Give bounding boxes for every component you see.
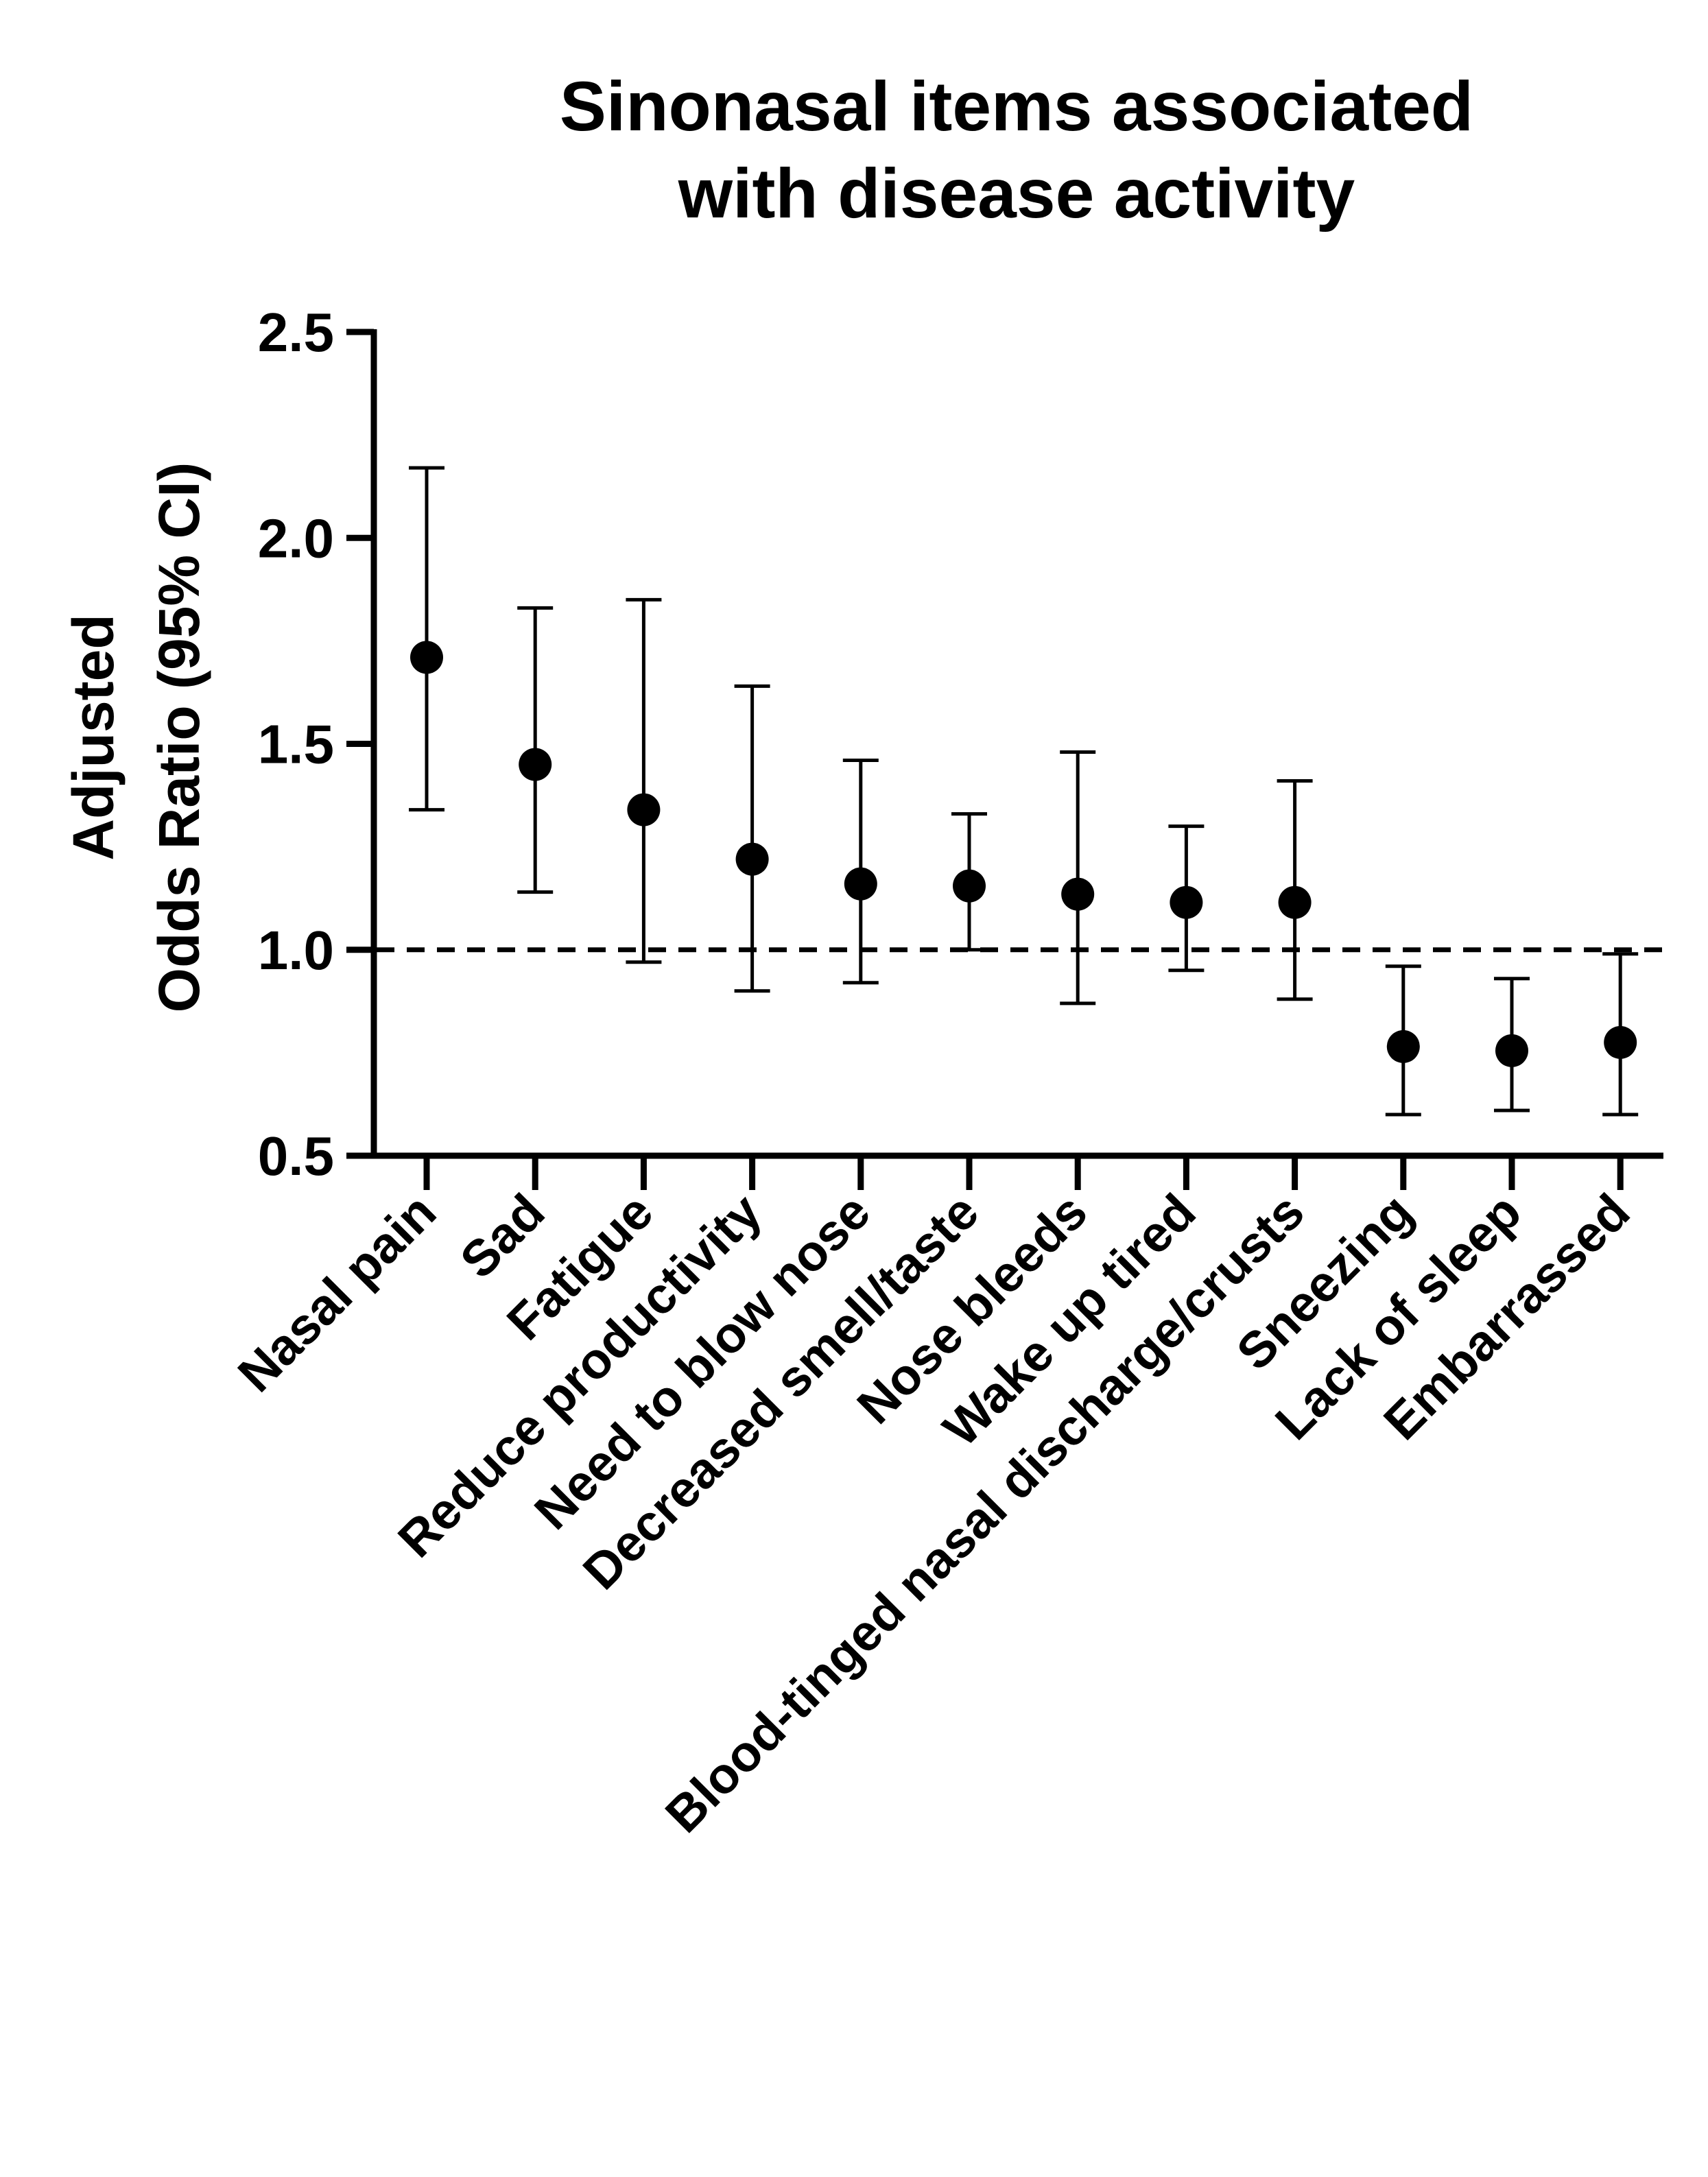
point-estimate bbox=[1604, 1025, 1637, 1059]
point-estimate bbox=[519, 748, 552, 781]
point-estimate bbox=[1278, 885, 1312, 919]
y-tick-label: 1.5 bbox=[258, 714, 334, 775]
y-axis-label: Adjusted Odds Ratio (95% CI) bbox=[61, 462, 211, 1013]
x-category-label: Nasal pain bbox=[227, 1183, 447, 1403]
point-estimate bbox=[844, 867, 877, 901]
y-axis-label-line: Adjusted bbox=[61, 614, 126, 860]
y-axis-ticks: 0.5 1.0 1.5 2.0 2.5 bbox=[258, 302, 374, 1187]
chart-title-line: with disease activity bbox=[678, 154, 1355, 233]
y-tick-label: 0.5 bbox=[258, 1126, 334, 1187]
point-estimate bbox=[735, 842, 769, 876]
point-estimate bbox=[1061, 877, 1095, 911]
point-estimate bbox=[1386, 1030, 1420, 1063]
x-axis-ticks bbox=[423, 1156, 1624, 1190]
chart-title: Sinonasal items associated with disease a… bbox=[560, 67, 1473, 233]
axes bbox=[370, 329, 1663, 1159]
point-estimate bbox=[1170, 885, 1203, 919]
point-estimate bbox=[410, 641, 443, 674]
point-estimate bbox=[1495, 1034, 1528, 1067]
chart-title-line: Sinonasal items associated bbox=[560, 67, 1473, 145]
point-estimate bbox=[627, 793, 661, 826]
y-axis-label-line: Odds Ratio (95% CI) bbox=[147, 462, 211, 1013]
data-marks bbox=[409, 466, 1639, 1117]
point-estimate bbox=[953, 869, 986, 903]
y-tick-label: 2.5 bbox=[258, 302, 334, 363]
y-tick-label: 1.0 bbox=[258, 920, 334, 981]
y-tick-label: 2.0 bbox=[258, 508, 334, 569]
